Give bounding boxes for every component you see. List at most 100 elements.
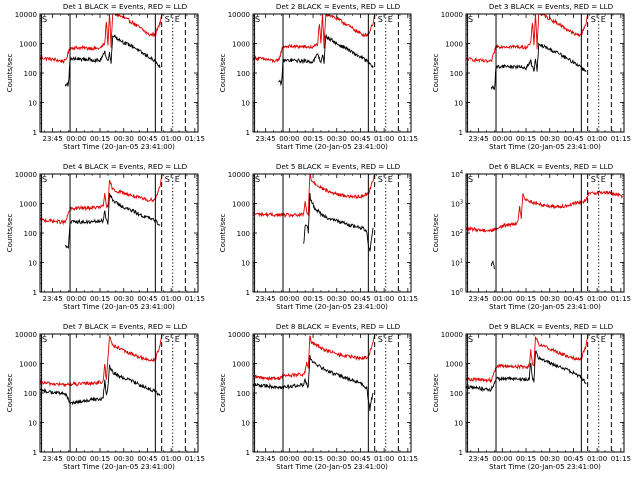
y-tick-label: 1000: [19, 41, 37, 49]
x-tick-label: 00:30: [114, 135, 134, 143]
y-axis-label: Counts/sec: [219, 54, 227, 93]
x-tick-label: 01:00: [587, 455, 607, 463]
x-tick-label: 01:15: [185, 135, 205, 143]
x-tick-label: 00:00: [66, 135, 86, 143]
end-marker-label: E: [601, 335, 606, 344]
end-marker-label: E: [388, 15, 393, 24]
y-tick-label: 1000: [232, 201, 250, 209]
lld-series-line: [253, 14, 377, 64]
end-marker-label: E: [601, 175, 606, 184]
end-marker-label: E: [175, 15, 180, 24]
y-tick-label: 1: [33, 449, 37, 457]
lld-series-line: [466, 334, 590, 384]
x-tick-label: 01:00: [374, 295, 394, 303]
x-axis-label: Start Time (20-Jan-05 23:41:00): [276, 303, 388, 311]
x-tick-label: 23:45: [43, 135, 63, 143]
y-tick-label: 1: [246, 289, 250, 297]
events-series-line: [64, 34, 161, 87]
x-tick-label: 00:15: [516, 295, 536, 303]
x-tick-label: 00:15: [90, 295, 110, 303]
chart-title: Det 8 BLACK = Events, RED = LLD: [276, 322, 401, 331]
end-marker-label: E: [175, 175, 180, 184]
x-axis-label: Start Time (20-Jan-05 23:41:00): [63, 303, 175, 311]
x-tick-label: 23:45: [256, 455, 276, 463]
y-tick-label: 10: [28, 100, 37, 108]
plot-frame: [252, 13, 412, 133]
x-tick-label: 01:15: [611, 455, 631, 463]
y-tick-label: 102: [451, 229, 463, 238]
events-series-line: [490, 42, 587, 91]
y-tick-label: 10: [28, 420, 37, 428]
lld-series-line: [40, 334, 164, 388]
x-tick-label: 00:30: [540, 135, 560, 143]
chart-title: Det 2 BLACK = Events, RED = LLD: [276, 2, 401, 11]
start-marker-label: S: [468, 15, 473, 24]
y-axis-label: Counts/sec: [432, 54, 440, 93]
start-marker-label: S: [42, 15, 47, 24]
plot-frame: [252, 173, 412, 293]
y-tick-label: 100: [450, 390, 463, 398]
lld-series-line: [40, 174, 164, 226]
start-marker-label: S: [378, 175, 383, 184]
x-tick-label: 01:15: [611, 295, 631, 303]
y-tick-label: 100: [237, 230, 250, 238]
x-tick-label: 01:15: [398, 295, 418, 303]
y-tick-label: 10: [241, 260, 250, 268]
x-tick-label: 01:00: [374, 135, 394, 143]
x-axis-label: Start Time (20-Jan-05 23:41:00): [489, 303, 601, 311]
y-tick-label: 10: [241, 100, 250, 108]
y-tick-label: 100: [24, 70, 37, 78]
y-tick-label: 1000: [232, 361, 250, 369]
x-tick-label: 00:30: [327, 135, 347, 143]
start-marker-label: S: [591, 175, 596, 184]
lld-series-line: [40, 14, 164, 65]
y-axis-label: Counts/sec: [219, 374, 227, 413]
x-tick-label: 01:15: [185, 295, 205, 303]
start-marker-label: S: [255, 335, 260, 344]
x-tick-label: 00:15: [516, 135, 536, 143]
x-tick-label: 01:15: [398, 455, 418, 463]
plot-frame: [465, 333, 625, 453]
x-tick-label: 00:15: [303, 135, 323, 143]
y-tick-label: 101: [451, 259, 463, 268]
y-tick-label: 100: [450, 70, 463, 78]
x-tick-label: 00:30: [327, 455, 347, 463]
y-axis-label: Counts/sec: [6, 54, 14, 93]
y-tick-label: 10000: [228, 171, 250, 179]
x-tick-label: 00:45: [137, 455, 157, 463]
x-tick-label: 00:45: [563, 455, 583, 463]
y-tick-label: 100: [451, 288, 463, 297]
chart-title: Det 9 BLACK = Events, RED = LLD: [489, 322, 614, 331]
y-tick-label: 1: [33, 129, 37, 137]
y-tick-label: 10000: [441, 331, 463, 339]
x-tick-label: 01:15: [185, 455, 205, 463]
x-tick-label: 00:45: [350, 455, 370, 463]
y-tick-label: 1000: [19, 201, 37, 209]
x-tick-label: 00:00: [279, 295, 299, 303]
x-tick-label: 00:15: [90, 455, 110, 463]
y-tick-label: 100: [24, 230, 37, 238]
lld-series-line: [253, 174, 377, 219]
y-tick-label: 10000: [15, 331, 37, 339]
x-tick-label: 23:45: [469, 295, 489, 303]
x-tick-label: 01:00: [161, 455, 181, 463]
x-tick-label: 00:00: [66, 455, 86, 463]
chart-title: Det 3 BLACK = Events, RED = LLD: [489, 2, 614, 11]
end-marker-label: E: [601, 15, 606, 24]
chart-title: Det 4 BLACK = Events, RED = LLD: [63, 162, 188, 171]
x-tick-label: 01:00: [161, 135, 181, 143]
chart-title: Det 7 BLACK = Events, RED = LLD: [63, 322, 188, 331]
events-series-line: [253, 355, 374, 412]
y-tick-label: 1: [459, 129, 463, 137]
x-axis-label: Start Time (20-Jan-05 23:41:00): [276, 463, 388, 471]
x-tick-label: 00:30: [114, 295, 134, 303]
events-series-line: [278, 33, 374, 87]
y-tick-label: 10000: [441, 11, 463, 19]
events-series-line: [466, 349, 587, 393]
